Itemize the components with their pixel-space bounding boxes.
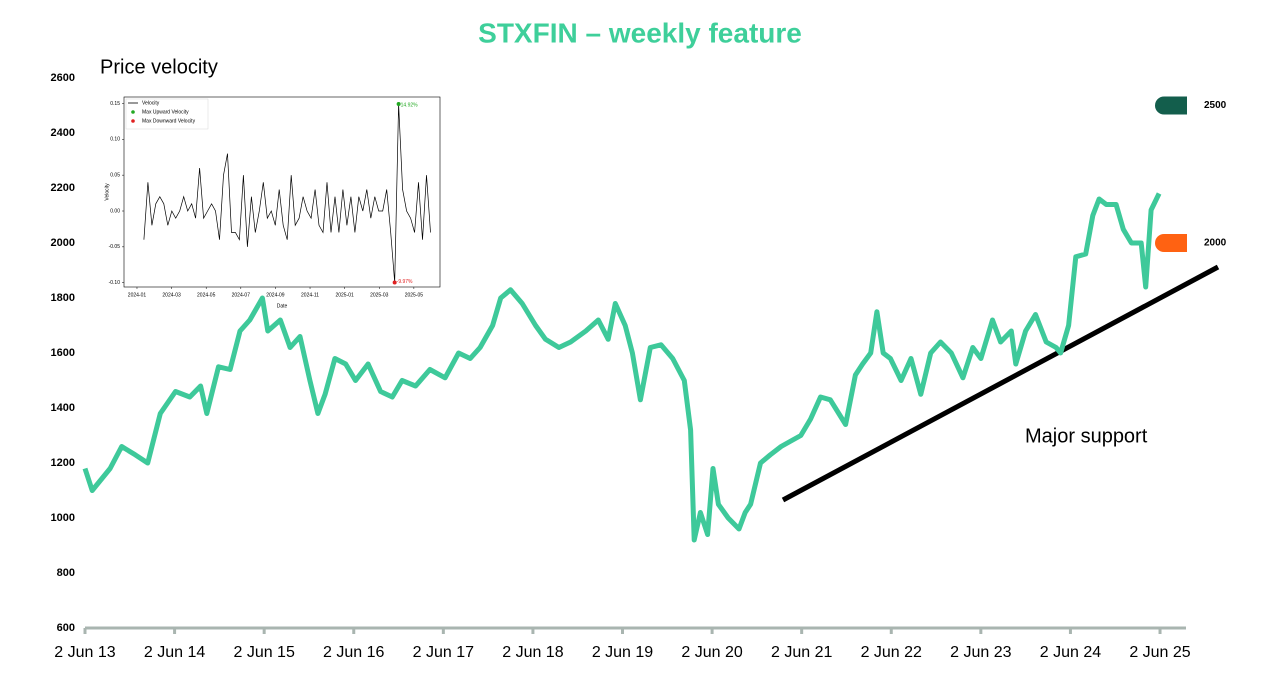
- level-marker-edge: [1172, 234, 1187, 252]
- x-tick-label: 2 Jun 20: [681, 644, 742, 661]
- x-tick-label: 2 Jun 17: [413, 644, 474, 661]
- x-tick-label: 2 Jun 15: [233, 644, 294, 661]
- y-tick-label: 1200: [51, 457, 75, 469]
- x-tick-label: 2024-03: [162, 292, 181, 298]
- y-tick-label: 0.15: [110, 101, 120, 107]
- x-tick-label: 2025-01: [335, 292, 354, 298]
- y-tick-label: 0.05: [110, 172, 120, 178]
- extreme-point: [392, 280, 397, 285]
- x-tick-label: 2 Jun 25: [1129, 644, 1190, 661]
- point-label: 14.92%: [401, 102, 419, 108]
- y-tick-label: 1600: [51, 347, 75, 359]
- y-tick-label: 2400: [51, 127, 75, 139]
- y-tick-label: -0.10: [109, 280, 121, 286]
- point-label: -9.97%: [397, 279, 413, 285]
- y-tick-label: 800: [57, 567, 75, 579]
- x-tick-label: 2024-09: [266, 292, 285, 298]
- y-tick-label: 1000: [51, 512, 75, 524]
- y-tick-label: -0.05: [109, 244, 121, 250]
- legend-box: [125, 98, 209, 130]
- legend-label: Max Downward Velocity: [142, 118, 196, 124]
- x-tick-label: 2 Jun 23: [950, 644, 1011, 661]
- legend-label: Max Upward Velocity: [142, 109, 189, 115]
- x-tick-label: 2 Jun 16: [323, 644, 384, 661]
- y-tick-label: 1800: [51, 292, 75, 304]
- y-tick-label: 0.10: [110, 137, 120, 143]
- y-tick-label: 1400: [51, 402, 75, 414]
- y-tick-label: 600: [57, 622, 75, 634]
- extreme-point: [396, 102, 401, 107]
- annotation: Major support: [1025, 425, 1148, 447]
- level-marker-edge: [1172, 96, 1187, 115]
- x-tick-label: 2 Jun 14: [144, 644, 205, 661]
- x-tick-label: 2 Jun 18: [502, 644, 563, 661]
- plot-frame: [123, 96, 441, 288]
- x-axis-label: Date: [277, 303, 288, 309]
- legend-swatch: [131, 119, 135, 123]
- legend-swatch: [131, 110, 135, 114]
- x-tick-label: 2024-01: [128, 292, 147, 298]
- y-tick-label: 2000: [51, 237, 75, 249]
- support-line: [781, 264, 1220, 503]
- x-tick-label: 2 Jun 19: [592, 644, 653, 661]
- x-tick-label: 2024-11: [301, 292, 319, 298]
- x-tick-label: 2024-07: [232, 292, 251, 298]
- subtitle: Price velocity: [100, 56, 218, 78]
- level-label: 2500: [1204, 100, 1227, 111]
- price-line: [82, 192, 1162, 543]
- x-tick-label: 2024-05: [197, 292, 216, 298]
- chart-title: STXFIN – weekly feature: [478, 17, 802, 48]
- velocity-line: [143, 103, 431, 283]
- x-tick-label: 2 Jun 21: [771, 644, 832, 661]
- y-axis-label: Velocity: [104, 183, 110, 201]
- x-tick-label: 2025-03: [370, 292, 389, 298]
- x-tick-label: 2025-05: [405, 292, 424, 298]
- x-tick-label: 2 Jun 22: [861, 644, 922, 661]
- level-label: 2000: [1204, 238, 1227, 249]
- x-tick-label: 2 Jun 24: [1040, 644, 1101, 661]
- y-tick-label: 2200: [51, 182, 75, 194]
- legend-label: Velocity: [142, 100, 160, 106]
- y-tick-label: 2600: [51, 72, 75, 84]
- x-tick-label: 2 Jun 13: [54, 644, 115, 661]
- y-tick-label: 0.00: [110, 208, 120, 214]
